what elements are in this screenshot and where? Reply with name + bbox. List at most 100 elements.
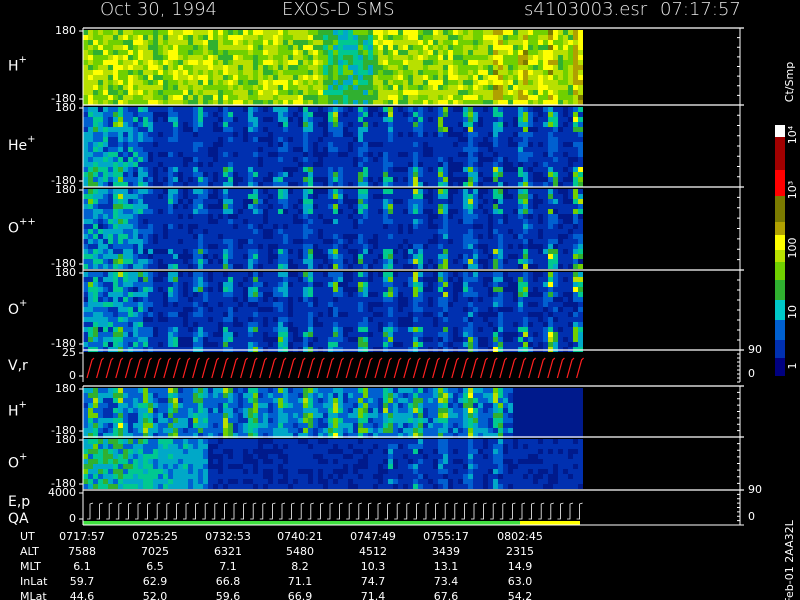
- spectrogram-cell: [253, 224, 258, 229]
- spectrogram-cell: [448, 50, 453, 55]
- spectrogram-cell: [278, 80, 283, 85]
- spectrogram-cell: [413, 199, 418, 204]
- spectrogram-cell: [488, 152, 493, 157]
- spectrogram-cell: [253, 45, 258, 50]
- spectrogram-cell: [333, 55, 338, 60]
- spectrogram-cell: [93, 204, 98, 209]
- spectrogram-cell: [223, 100, 228, 105]
- spectrogram-cell: [518, 239, 523, 244]
- spectrogram-cell: [398, 55, 403, 60]
- spectrogram-cell: [218, 194, 223, 199]
- spectrogram-cell: [163, 224, 168, 229]
- spectrogram-cell: [383, 254, 388, 259]
- spectrogram-cell: [168, 40, 173, 45]
- spectrogram-cell: [433, 70, 438, 75]
- spectrogram-cell: [243, 209, 248, 214]
- spectrogram-cell: [423, 35, 428, 40]
- spectrogram-cell: [383, 30, 388, 35]
- spectrogram-cell: [238, 152, 243, 157]
- spectrogram-cell: [448, 177, 453, 182]
- spectrogram-cell: [498, 85, 503, 90]
- spectrogram-cell: [488, 147, 493, 152]
- spectrogram-cell: [313, 107, 318, 112]
- spectrogram-cell: [198, 147, 203, 152]
- spectrogram-cell: [488, 229, 493, 234]
- spectrogram-cell: [228, 254, 233, 259]
- spectrogram-cell: [463, 167, 468, 172]
- spectrogram-cell: [423, 189, 428, 194]
- spectrogram-cell: [173, 277, 178, 282]
- spectrogram-cell: [378, 60, 383, 65]
- spectrogram-cell: [533, 229, 538, 234]
- spectrogram-cell: [443, 50, 448, 55]
- spectrogram-cell: [108, 157, 113, 162]
- spectrogram-cell: [378, 249, 383, 254]
- spectrogram-cell: [498, 70, 503, 75]
- spectrogram-cell: [243, 60, 248, 65]
- spectrogram-cell: [393, 80, 398, 85]
- spectrogram-cell: [293, 35, 298, 40]
- spectrogram-cell: [278, 219, 283, 224]
- spectrogram-cell: [343, 60, 348, 65]
- spectrogram-cell: [108, 332, 113, 337]
- spectrogram-cell: [93, 90, 98, 95]
- spectrogram-cell: [523, 244, 528, 249]
- spectrogram-cell: [258, 35, 263, 40]
- spectrogram-cell: [143, 234, 148, 239]
- spectrogram-cell: [93, 117, 98, 122]
- spectrogram-cell: [253, 234, 258, 239]
- spectrogram-cell: [173, 35, 178, 40]
- spectrogram-cell: [393, 30, 398, 35]
- spectrogram-cell: [378, 100, 383, 105]
- spectrogram-cell: [368, 70, 373, 75]
- spectrogram-cell: [158, 317, 163, 322]
- spectrogram-cell: [163, 307, 168, 312]
- spectrogram-cell: [503, 152, 508, 157]
- spectrogram-cell: [438, 137, 443, 142]
- spectrogram-cell: [113, 292, 118, 297]
- spectrogram-cell: [198, 55, 203, 60]
- spectrogram-cell: [328, 117, 333, 122]
- spectrogram-cell: [423, 100, 428, 105]
- spectrogram-cell: [558, 100, 563, 105]
- spectrogram-cell: [468, 177, 473, 182]
- spectrogram-cell: [223, 127, 228, 132]
- spectrogram-cell: [283, 107, 288, 112]
- spectrogram-cell: [408, 264, 413, 269]
- spectrogram-cell: [98, 147, 103, 152]
- spectrogram-cell: [568, 45, 573, 50]
- spectrogram-cell: [438, 117, 443, 122]
- spectrogram-cell: [113, 127, 118, 132]
- spectrogram-cell: [83, 337, 88, 342]
- spectrogram-cell: [403, 100, 408, 105]
- spectrogram-cell: [198, 107, 203, 112]
- spectrogram-cell: [428, 239, 433, 244]
- spectrogram-cell: [468, 100, 473, 105]
- spectrogram-cell: [278, 167, 283, 172]
- spectrogram-cell: [568, 162, 573, 167]
- spectrogram-cell: [348, 194, 353, 199]
- spectrogram-cell: [183, 209, 188, 214]
- spectrogram-cell: [118, 177, 123, 182]
- spectrogram-cell: [518, 55, 523, 60]
- spectrogram-cell: [203, 65, 208, 70]
- spectrogram-cell: [123, 219, 128, 224]
- spectrogram-cell: [218, 65, 223, 70]
- spectrogram-cell: [123, 249, 128, 254]
- spectrogram-cell: [128, 199, 133, 204]
- spectrogram-cell: [418, 112, 423, 117]
- spectrogram-cell: [548, 112, 553, 117]
- spectrogram-cell: [538, 162, 543, 167]
- spectrogram-cell: [103, 204, 108, 209]
- spectrogram-cell: [338, 204, 343, 209]
- spectrogram-cell: [393, 194, 398, 199]
- spectrogram-cell: [293, 254, 298, 259]
- spectrogram-cell: [153, 312, 158, 317]
- spectrogram-cell: [573, 249, 578, 254]
- spectrogram-cell: [108, 249, 113, 254]
- spectrogram-cell: [443, 239, 448, 244]
- spectrogram-cell: [373, 254, 378, 259]
- spectrogram-cell: [333, 70, 338, 75]
- spectrogram-cell: [173, 224, 178, 229]
- spectrogram-cell: [348, 177, 353, 182]
